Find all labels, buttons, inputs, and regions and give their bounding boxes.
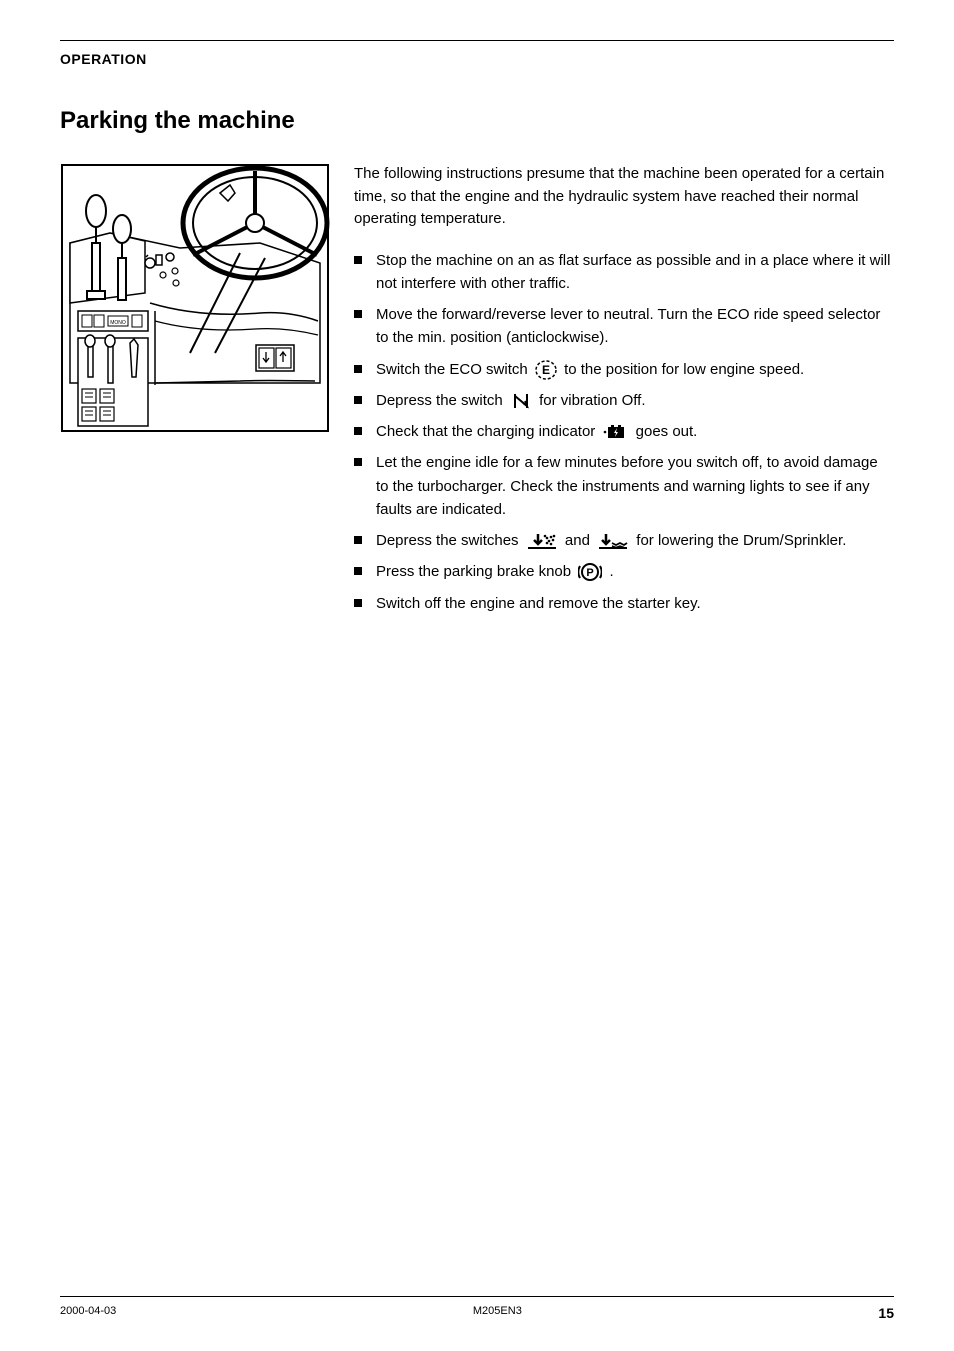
list-item: Let the engine idle for a few minutes be…	[354, 451, 894, 521]
bullet-marker	[354, 536, 362, 544]
text-fragment: for lowering the Drum/Sprinkler.	[636, 532, 846, 549]
sprinkler-down-icon	[526, 531, 558, 551]
text-fragment: Depress the switch	[376, 392, 507, 409]
list-item-text: Let the engine idle for a few minutes be…	[376, 451, 894, 521]
list-item-text: Switch the ECO switch E to the position …	[376, 358, 894, 381]
list-item: Switch off the engine and remove the sta…	[354, 592, 894, 615]
list-item: Move the forward/reverse lever to neutra…	[354, 303, 894, 350]
page-number: 15	[878, 1305, 894, 1321]
list-item-text: Depress the switch for vibration Off.	[376, 389, 894, 412]
lead-paragraph: The following instructions presume that …	[354, 163, 894, 231]
list-item-text: Stop the machine on an as flat surface a…	[376, 249, 894, 296]
footer-date: 2000-04-03	[60, 1305, 116, 1321]
header-category: OPERATION	[60, 51, 894, 67]
header-rule	[60, 40, 894, 41]
text-fragment: for vibration Off.	[539, 392, 645, 409]
content-row: MONO	[60, 163, 894, 624]
list-item-text: Move the forward/reverse lever to neutra…	[376, 303, 894, 350]
list-item: Depress the switch for vibration Off.	[354, 389, 894, 412]
list-item-text: Press the parking brake knob P .	[376, 560, 894, 584]
list-item: Depress the switches and	[354, 529, 894, 552]
text-column: The following instructions presume that …	[354, 163, 894, 624]
diagram-column: MONO	[60, 163, 330, 624]
list-item-text: Check that the charging indicator goes o…	[376, 420, 894, 443]
list-item: Check that the charging indicator goes o…	[354, 420, 894, 443]
svg-text:MONO: MONO	[110, 320, 126, 326]
bullet-marker	[354, 310, 362, 318]
text-fragment: .	[609, 563, 613, 580]
text-fragment: Check that the charging indicator	[376, 423, 599, 440]
text-fragment: Press the parking brake knob	[376, 563, 575, 580]
list-item-text: Switch off the engine and remove the sta…	[376, 592, 894, 615]
vibration-off-icon	[510, 390, 532, 412]
bullet-marker	[354, 365, 362, 373]
text-fragment: Switch the ECO switch	[376, 361, 532, 378]
list-item: Stop the machine on an as flat surface a…	[354, 249, 894, 296]
eco-icon: E	[535, 359, 557, 381]
list-item: Switch the ECO switch E to the position …	[354, 358, 894, 381]
bullet-marker	[354, 396, 362, 404]
bullet-marker	[354, 256, 362, 264]
footer-docid: M205EN3	[473, 1305, 522, 1321]
parking-brake-icon: P	[578, 560, 602, 584]
svg-text:E: E	[542, 363, 550, 377]
list-item-text: Depress the switches and	[376, 529, 894, 552]
text-fragment: Depress the switches	[376, 532, 523, 549]
svg-text:P: P	[587, 567, 594, 579]
bullet-marker	[354, 599, 362, 607]
text-fragment: and	[565, 532, 594, 549]
list-item: Press the parking brake knob P .	[354, 560, 894, 584]
battery-charge-icon	[602, 422, 628, 442]
bullet-marker	[354, 458, 362, 466]
drum-down-icon	[597, 531, 629, 551]
footer-rule	[60, 1296, 894, 1297]
bullet-marker	[354, 567, 362, 575]
bullet-marker	[354, 427, 362, 435]
section-title: Parking the machine	[60, 107, 894, 135]
bullet-list: Stop the machine on an as flat surface a…	[354, 249, 894, 616]
text-fragment: goes out.	[636, 423, 698, 440]
text-fragment: to the position for low engine speed.	[564, 361, 804, 378]
page-footer: 2000-04-03 M205EN3 15	[60, 1296, 894, 1321]
dashboard-diagram: MONO	[60, 163, 330, 433]
